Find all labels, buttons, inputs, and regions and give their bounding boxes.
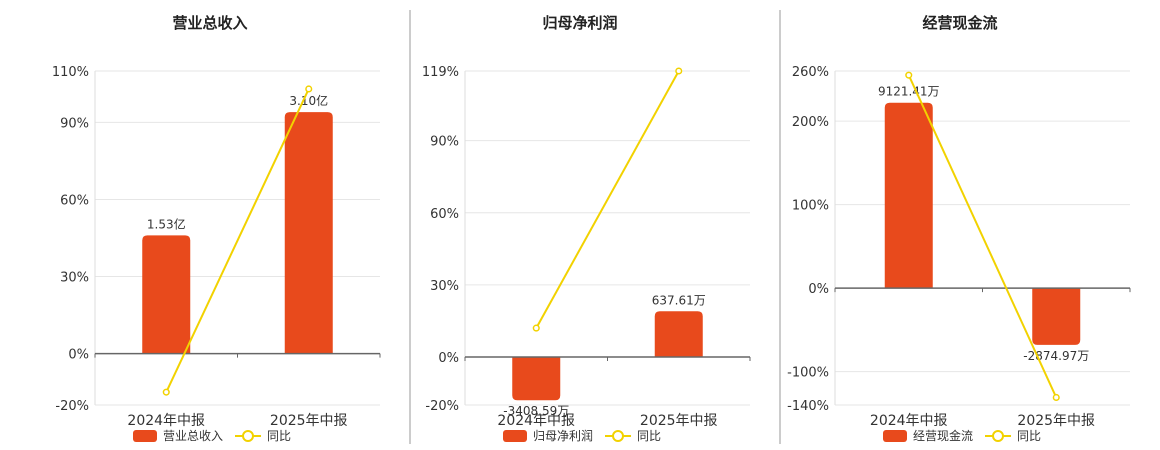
chart-title: 归母净利润 (542, 14, 617, 32)
legend-bar-label: 经营现金流 (913, 428, 973, 443)
line-series-yoy (535, 70, 680, 329)
legend-line-label: 同比 (1017, 429, 1041, 443)
y-tick-label: 200% (792, 115, 829, 130)
y-tick-label: 260% (792, 65, 829, 80)
bar-data-label: -3408.59万 (503, 404, 569, 418)
y-tick-label: 0% (68, 348, 89, 363)
bar-data-label: 637.61万 (652, 293, 706, 307)
bar[interactable] (142, 235, 191, 354)
line-point[interactable] (905, 71, 913, 79)
legend-line-marker (992, 430, 1004, 442)
x-category-label: 2024年中报 (870, 413, 948, 429)
y-tick-label: -140% (787, 399, 829, 414)
y-tick-label: 60% (430, 207, 459, 222)
x-category-label: 2025年中报 (270, 413, 348, 429)
x-category-label: 2024年中报 (127, 413, 205, 429)
bar[interactable] (512, 356, 561, 401)
y-tick-label: 110% (52, 65, 89, 80)
bar[interactable] (884, 102, 933, 289)
y-tick-label: 0% (808, 282, 829, 297)
bar-data-label: 1.53亿 (147, 216, 186, 231)
chart-title: 经营现金流 (922, 14, 997, 32)
y-tick-label: 90% (60, 116, 89, 131)
y-tick-label: 119% (422, 65, 459, 80)
bar[interactable] (654, 311, 703, 357)
line-point[interactable] (305, 85, 313, 93)
y-tick-label: 30% (430, 279, 459, 294)
bar[interactable] (284, 112, 333, 354)
chart-panel-2: 经营现金流 -140% -100% 0% 100% 200% 260% 9121.41万 -28… (787, 14, 1131, 443)
y-tick-label: 0% (438, 351, 459, 366)
legend-line-label: 同比 (267, 429, 291, 443)
line-point[interactable] (532, 324, 540, 332)
x-category-label: 2024年中报 (497, 413, 575, 429)
legend-bar-swatch (503, 430, 527, 442)
chart-panel-0: 营业总收入 -20% 0% 30% 60% 90% 110% 1.53亿 3.10亿 2024年中… (52, 14, 381, 443)
line-point[interactable] (675, 67, 683, 75)
bar[interactable] (1032, 288, 1081, 345)
chart-panel-1: 归母净利润 -20% 0% 30% 60% 90% 119% -3408.59万 637.61万… (422, 14, 751, 443)
y-tick-label: -20% (425, 399, 459, 414)
legend: 归母净利润 同比 (503, 429, 661, 443)
bar-data-label: 9121.41万 (878, 85, 940, 99)
line-point[interactable] (1052, 393, 1060, 402)
y-tick-label: 90% (430, 135, 459, 150)
legend-bar-label: 归母净利润 (533, 429, 593, 443)
line-point[interactable] (162, 388, 170, 396)
legend-bar-label: 营业总收入 (163, 429, 223, 443)
chart-title: 营业总收入 (172, 14, 247, 32)
x-category-label: 2025年中报 (640, 413, 718, 429)
legend-line-label: 同比 (637, 429, 661, 443)
y-tick-label: 60% (60, 193, 89, 208)
bar-data-label: 3.10亿 (289, 93, 328, 108)
legend-line-marker (612, 430, 624, 442)
legend: 营业总收入 同比 (133, 429, 291, 443)
line-series-yoy (907, 74, 1058, 398)
y-tick-label: -100% (787, 366, 829, 381)
bar-data-label: -2874.97万 (1023, 349, 1089, 363)
legend: 经营现金流 同比 (883, 428, 1041, 443)
y-tick-label: 30% (60, 271, 89, 286)
legend-bar-swatch (133, 430, 157, 442)
y-tick-label: 100% (792, 199, 829, 214)
x-category-label: 2025年中报 (1017, 413, 1095, 429)
legend-line-marker (242, 430, 254, 442)
line-series-yoy (165, 88, 310, 393)
legend-bar-swatch (883, 430, 907, 442)
y-tick-label: -20% (55, 399, 89, 414)
